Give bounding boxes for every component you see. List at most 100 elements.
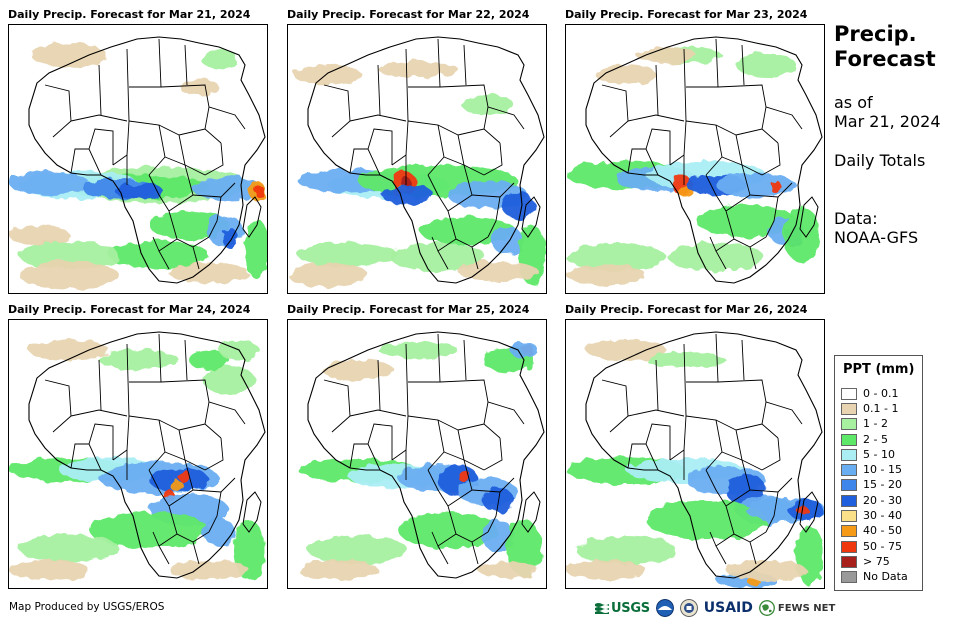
legend-item: > 75 (841, 554, 916, 569)
africa-map (9, 320, 267, 588)
precip-map (287, 319, 547, 589)
legend-label: 2 - 5 (863, 432, 888, 446)
panel-title: Daily Precip. Forecast for Mar 26, 2024 (565, 303, 808, 316)
legend-label: No Data (863, 570, 908, 584)
precip-map (565, 24, 825, 294)
legend-item: 30 - 40 (841, 508, 916, 523)
legend-label: 10 - 15 (863, 463, 902, 477)
precip-map (8, 24, 268, 294)
legend-item: 20 - 30 (841, 493, 916, 508)
panel-title: Daily Precip. Forecast for Mar 25, 2024 (287, 303, 530, 316)
africa-map (566, 320, 824, 588)
precip-layer (566, 47, 820, 285)
state-dept-logo (679, 599, 698, 617)
legend-label: 50 - 75 (863, 539, 902, 553)
legend-item: 10 - 15 (841, 462, 916, 477)
madagascar-outline (799, 491, 819, 533)
legend-item: No Data (841, 570, 916, 585)
legend-label: 1 - 2 (863, 417, 888, 431)
legend-label: 15 - 20 (863, 478, 902, 492)
legend-item: 50 - 75 (841, 539, 916, 554)
legend-item: 5 - 10 (841, 447, 916, 462)
legend-swatch (841, 479, 857, 492)
africa-map (566, 25, 824, 293)
sidebar-title-line2: Forecast (834, 47, 936, 71)
legend-item: 0.1 - 1 (841, 401, 916, 416)
partner-logos: USGS USAID FEWS NET (595, 598, 841, 618)
legend-label: 30 - 40 (863, 509, 902, 523)
legend-item: 15 - 20 (841, 478, 916, 493)
sidebar-info: Precip. Forecast as of Mar 21, 2024 Dail… (834, 22, 964, 247)
madagascar-outline (242, 491, 262, 533)
precip-map (287, 24, 547, 294)
noaa-logo (655, 599, 674, 617)
country-borders (323, 38, 525, 270)
legend-swatch (841, 494, 857, 507)
legend-swatch (841, 448, 857, 461)
legend-label: 20 - 30 (863, 493, 902, 507)
precip-layer (9, 340, 265, 580)
legend-swatch (841, 525, 857, 538)
coastline (307, 36, 545, 284)
asof-date: Mar 21, 2024 (834, 112, 941, 131)
usaid-logo-text: USAID (703, 600, 753, 616)
legend-label: > 75 (863, 554, 890, 568)
madagascar-outline (242, 196, 262, 238)
asof-label: as of (834, 93, 873, 112)
legend-item: 2 - 5 (841, 432, 916, 447)
africa-map (9, 25, 267, 293)
map-credit: Map Produced by USGS/EROS (9, 601, 165, 613)
africa-map (288, 320, 546, 588)
madagascar-outline (521, 196, 541, 238)
coastline (28, 331, 266, 579)
precip-map (565, 319, 825, 589)
africa-map (288, 25, 546, 293)
fewsnet-logo-text: FEWS NET (777, 602, 836, 614)
legend-swatch (841, 555, 857, 568)
legend-title: PPT (mm) (843, 362, 915, 377)
legend-swatch (841, 571, 857, 584)
coastline (307, 331, 545, 579)
legend-label: 5 - 10 (863, 447, 895, 461)
panel-title: Daily Precip. Forecast for Mar 23, 2024 (565, 8, 808, 21)
fewsnet-logo: FEWS NET (758, 600, 836, 616)
precip-map (8, 319, 268, 589)
country-borders (323, 333, 525, 565)
legend-swatch (841, 418, 857, 431)
coastline (585, 331, 823, 579)
noaa-seal-icon (655, 599, 674, 617)
data-source: NOAA-GFS (834, 228, 919, 247)
legend-swatch (841, 433, 857, 446)
precip-layer (298, 342, 542, 580)
legend-item: 40 - 50 (841, 524, 916, 539)
legend-item: 0 - 0.1 (841, 386, 916, 401)
country-borders (601, 38, 803, 270)
legend-label: 0.1 - 1 (863, 401, 899, 415)
usgs-logo: USGS (595, 601, 650, 616)
legend-swatch (841, 510, 857, 523)
panel-title: Daily Precip. Forecast for Mar 22, 2024 (287, 8, 530, 21)
coastline (585, 36, 823, 284)
legend-swatch (841, 464, 857, 477)
totals-label: Daily Totals (834, 151, 926, 170)
madagascar-outline (521, 491, 541, 533)
legend-swatch (841, 387, 857, 400)
legend-item: 1 - 2 (841, 417, 916, 432)
legend-swatch (841, 402, 857, 415)
legend-label: 0 - 0.1 (863, 386, 899, 400)
precip-layer (9, 43, 267, 289)
madagascar-outline (799, 196, 819, 238)
globe-icon (758, 600, 775, 616)
legend-label: 40 - 50 (863, 524, 902, 538)
country-borders (44, 38, 246, 270)
data-label: Data: (834, 209, 878, 228)
panel-title: Daily Precip. Forecast for Mar 21, 2024 (8, 8, 251, 21)
legend-swatch (841, 540, 857, 553)
sidebar-title-line1: Precip. (834, 22, 917, 46)
panel-title: Daily Precip. Forecast for Mar 24, 2024 (8, 303, 251, 316)
state-seal-icon (679, 599, 698, 617)
usgs-wave-icon (595, 603, 609, 614)
coastline (28, 36, 266, 284)
